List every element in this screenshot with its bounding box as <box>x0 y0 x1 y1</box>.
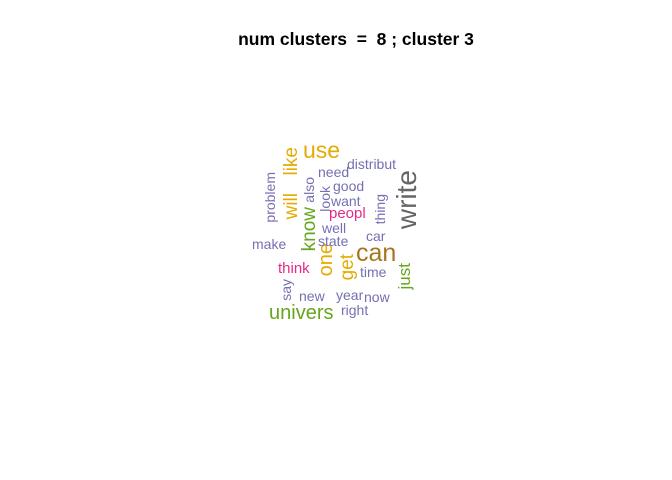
word-make: make <box>252 236 287 252</box>
word-get: get <box>337 254 358 281</box>
word-write: write <box>391 170 422 230</box>
word-use: use <box>303 137 341 163</box>
word-think: think <box>278 260 310 277</box>
word-want: want <box>331 193 361 209</box>
plot-title: num clusters = 8 ; cluster 3 <box>238 29 474 49</box>
word-right: right <box>341 302 369 318</box>
word-also: also <box>301 177 317 203</box>
word-car: car <box>366 228 386 244</box>
word-well: well <box>322 220 347 236</box>
word-look: look <box>317 186 333 212</box>
word-can: can <box>356 239 397 267</box>
word-good: good <box>333 178 365 194</box>
word-know: know <box>299 207 320 252</box>
word-peopl: peopl <box>329 205 366 222</box>
word-univers: univers <box>269 302 334 324</box>
word-problem: problem <box>262 172 278 223</box>
word-state: state <box>318 233 349 249</box>
word-new: new <box>299 288 325 304</box>
word-time: time <box>360 264 387 280</box>
word-thing: thing <box>372 194 388 225</box>
word-like: like <box>281 147 302 176</box>
word-just: just <box>395 263 414 290</box>
word-say: say <box>278 279 294 301</box>
word-need: need <box>318 164 350 180</box>
word-year: year <box>336 287 364 303</box>
word-now: now <box>364 289 390 305</box>
word-distribut: distribut <box>347 156 397 172</box>
